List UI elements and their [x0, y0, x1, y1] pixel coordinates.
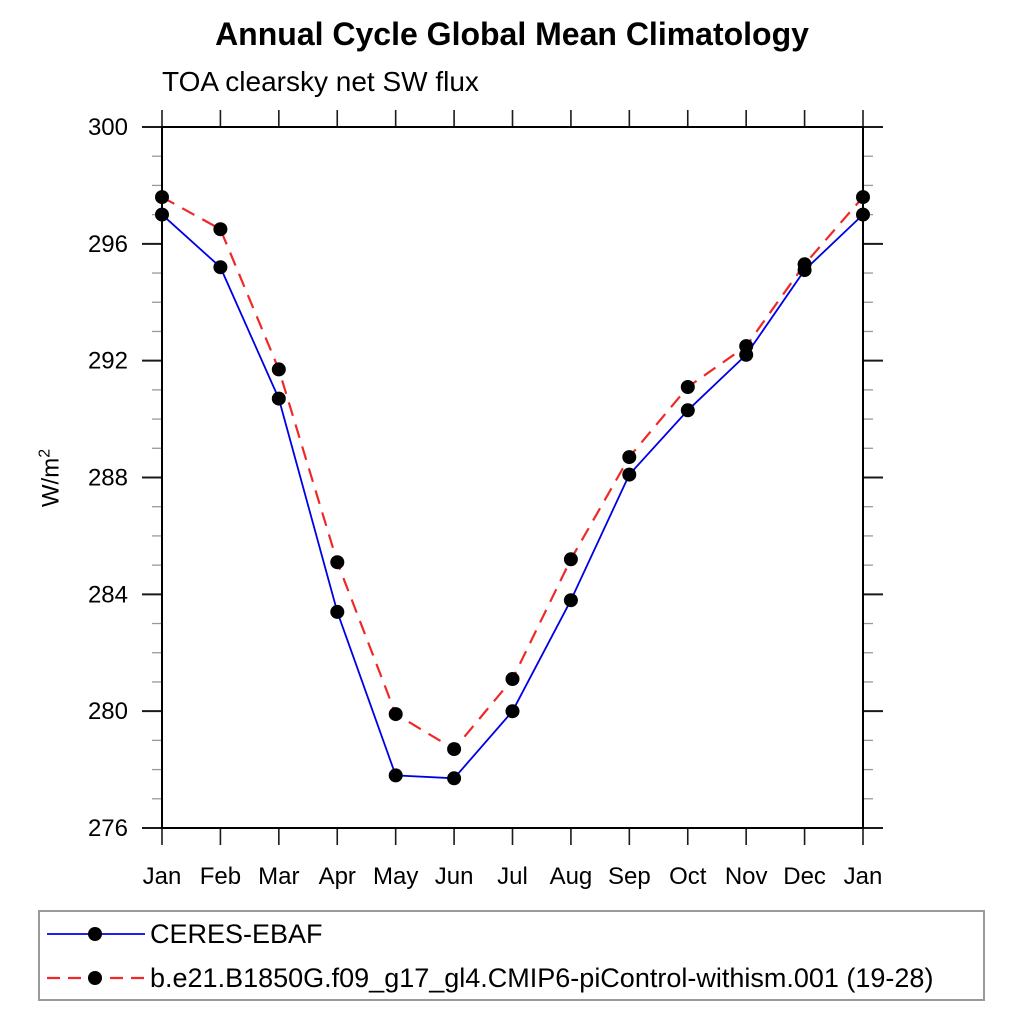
x-tick-label: Jan: [143, 863, 182, 890]
data-point-marker: [271, 362, 286, 377]
series-line-model: [161, 196, 864, 751]
x-tick-label: Jun: [435, 863, 474, 890]
data-point-marker: [155, 190, 169, 205]
legend-line-sample-ceres: [47, 927, 145, 941]
legend-marker-dot: [88, 971, 102, 985]
y-tick-label: 284: [88, 581, 128, 608]
x-tick-label: May: [373, 863, 418, 890]
legend-marker-dot: [88, 927, 102, 941]
legend-label-ceres: CERES-EBAF: [150, 918, 323, 949]
data-point-marker: [680, 380, 695, 394]
data-point-marker: [213, 260, 228, 275]
data-point-marker: [388, 768, 403, 783]
data-point-marker: [856, 190, 870, 205]
legend-label-model: b.e21.B1850G.f09_g17_gl4.CMIP6-piControl…: [150, 962, 934, 993]
data-point-marker: [330, 555, 345, 570]
data-point-marker: [388, 707, 403, 722]
chart-title: Annual Cycle Global Mean Climatology: [215, 16, 809, 52]
x-tick-label: Nov: [725, 863, 768, 890]
data-point-marker: [797, 263, 812, 278]
data-point-marker: [563, 552, 578, 567]
y-tick-label: 288: [88, 465, 128, 492]
legend-entry-model: b.e21.B1850G.f09_g17_gl4.CMIP6-piControl…: [47, 960, 933, 996]
x-tick-label: Oct: [669, 863, 707, 890]
x-tick-label: Mar: [258, 863, 299, 890]
data-point-marker: [563, 593, 578, 608]
chart-subtitle: TOA clearsky net SW flux: [162, 66, 479, 97]
x-tick-label: Dec: [783, 863, 826, 890]
data-point-marker: [680, 403, 695, 418]
y-tick-label: 300: [88, 114, 128, 141]
legend-line-sample-model: [47, 971, 145, 985]
y-tick-label: 292: [88, 348, 128, 375]
x-tick-label: Aug: [550, 863, 593, 890]
data-point-marker: [739, 347, 754, 362]
series-line-ceres: [161, 213, 864, 780]
data-point-marker: [622, 450, 637, 465]
legend: CERES-EBAF b.e21.B1850G.f09_g17_gl4.CMIP…: [38, 910, 985, 1001]
x-tick-label: Feb: [200, 863, 241, 890]
x-tick-label: Jul: [497, 863, 528, 890]
data-point-marker: [155, 207, 169, 222]
legend-entry-ceres: CERES-EBAF: [47, 916, 323, 952]
x-tick-label: Apr: [319, 863, 356, 890]
x-tick-label: Jan: [844, 863, 883, 890]
data-point-marker: [447, 742, 462, 757]
data-point-marker: [213, 222, 228, 237]
data-point-marker: [505, 672, 520, 686]
data-point-marker: [622, 467, 637, 482]
plot-frame: [161, 126, 864, 829]
y-tick-label: 276: [88, 815, 128, 842]
data-point-marker: [271, 391, 286, 406]
y-tick-label: 280: [88, 698, 128, 725]
data-point-marker: [505, 704, 520, 719]
data-point-marker: [447, 771, 462, 786]
data-point-marker: [856, 207, 870, 222]
x-tick-label: Sep: [608, 863, 651, 890]
y-tick-label: 296: [88, 231, 128, 258]
data-point-marker: [330, 604, 345, 619]
